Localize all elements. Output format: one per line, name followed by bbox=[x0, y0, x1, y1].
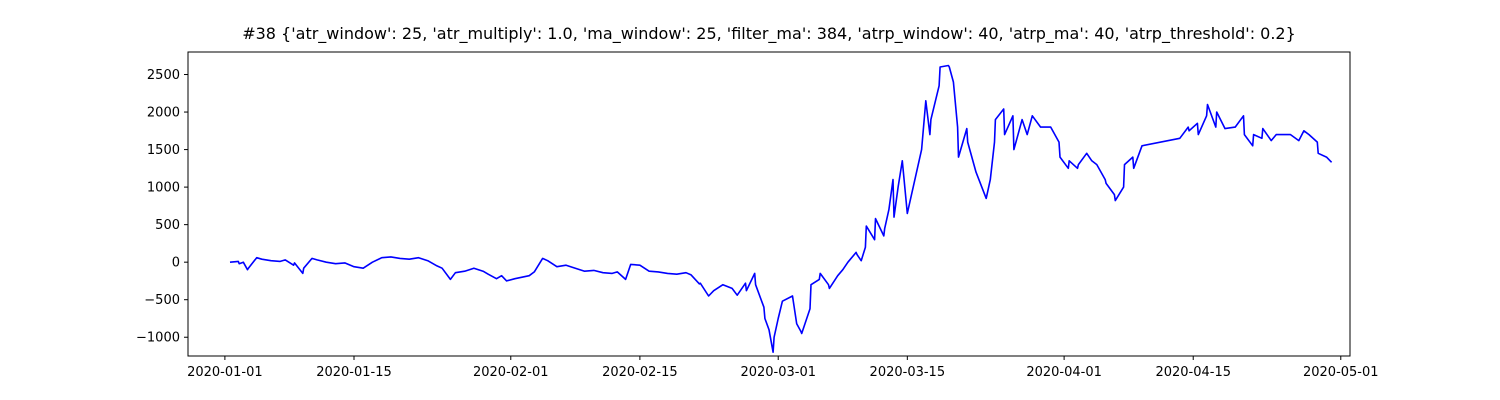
x-tick-label: 2020-02-01 bbox=[473, 365, 549, 380]
x-tick-label: 2020-01-01 bbox=[187, 365, 263, 380]
x-tick-label: 2020-03-15 bbox=[870, 365, 946, 380]
x-tick-label: 2020-05-01 bbox=[1303, 365, 1379, 380]
chart-title: #38 {'atr_window': 25, 'atr_multiply': 1… bbox=[242, 24, 1296, 44]
y-tick-label: −1000 bbox=[136, 331, 180, 346]
x-tick-label: 2020-02-15 bbox=[602, 365, 678, 380]
x-axis: 2020-01-01 2020-01-15 2020-02-01 2020-02-15… bbox=[187, 356, 1379, 380]
plot-area: 2020-01-01 2020-01-15 2020-02-01 2020-02-15… bbox=[136, 51, 1379, 380]
y-tick-label: 1500 bbox=[147, 143, 180, 158]
y-tick-label: 2000 bbox=[147, 106, 180, 121]
series-line bbox=[229, 64, 1333, 353]
x-tick-label: 2020-04-01 bbox=[1026, 365, 1102, 380]
plot-frame bbox=[187, 51, 1351, 357]
y-tick-label: 500 bbox=[155, 218, 180, 233]
y-tick-label: −500 bbox=[144, 293, 180, 308]
y-tick-label: 2500 bbox=[147, 68, 180, 83]
y-tick-label: 1000 bbox=[147, 181, 180, 196]
x-tick-label: 2020-03-01 bbox=[740, 365, 816, 380]
x-tick-label: 2020-01-15 bbox=[316, 365, 392, 380]
x-tick-label: 2020-04-15 bbox=[1155, 365, 1231, 380]
y-tick-label: 0 bbox=[172, 256, 180, 271]
y-axis: −1000 −500 0 500 1000 1500 2000 2500 bbox=[136, 68, 188, 346]
